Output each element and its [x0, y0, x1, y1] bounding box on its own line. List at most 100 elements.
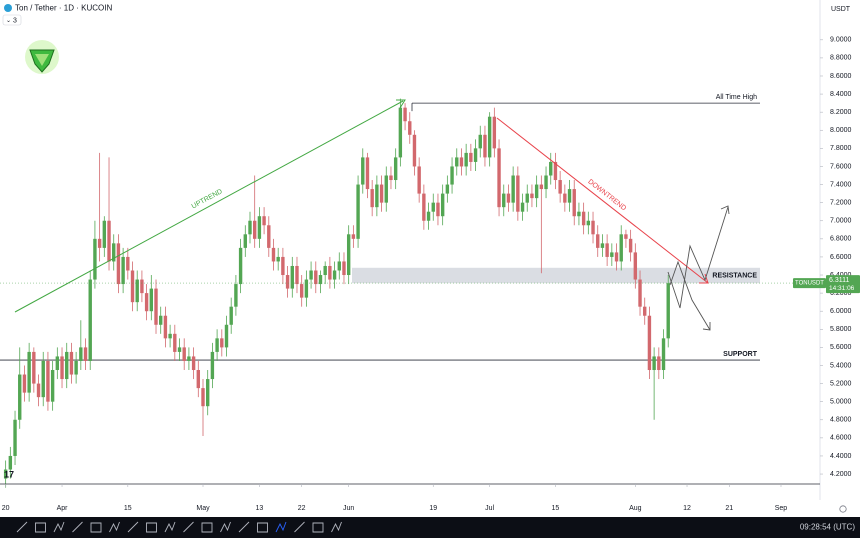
toolbar [0, 517, 860, 538]
y-tick-label: 5.0000 [830, 399, 852, 406]
candle-body [549, 161, 553, 176]
candle-body [553, 161, 558, 181]
candle-body [234, 284, 238, 307]
candle-body [140, 279, 144, 294]
candle-body [384, 175, 388, 203]
candle-body [130, 270, 135, 303]
candle-body [502, 193, 506, 208]
candle-body [41, 360, 45, 398]
candle-body [473, 148, 478, 162]
tool-icon [275, 521, 287, 533]
x-tick-label: 21 [725, 505, 733, 512]
x-tick-label: Jul [485, 505, 494, 512]
tool-icon [312, 522, 324, 533]
y-tick-label: 7.2000 [830, 199, 852, 206]
candle-body [577, 211, 581, 217]
candle-body [135, 279, 139, 303]
y-tick-label: 4.2000 [830, 471, 852, 478]
candle-body [563, 193, 567, 203]
candle-body [628, 238, 633, 253]
candle-body [83, 347, 88, 361]
indicator-toggle[interactable] [2, 14, 22, 26]
candle-body [182, 347, 186, 361]
tool-icon [294, 521, 305, 533]
x-tick-label: Sep [775, 505, 788, 512]
candle-body [558, 180, 562, 194]
candle-body [79, 347, 83, 361]
y-tick-label: 8.4000 [830, 91, 852, 98]
y-tick-label: 8.8000 [830, 55, 852, 62]
candle-body [365, 157, 370, 190]
candle-body [497, 148, 501, 208]
candle-body [520, 202, 525, 212]
candle-body [126, 256, 130, 271]
candle-body [46, 360, 50, 402]
indicator-count: 3 [13, 17, 17, 24]
candle-body [201, 388, 205, 407]
y-tick-label: 8.0000 [830, 127, 852, 134]
uptrend-arrow [396, 99, 406, 109]
candle-body [154, 288, 158, 325]
x-tick-label: 19 [429, 505, 437, 512]
candle-body [643, 306, 647, 316]
candle-body [238, 247, 243, 285]
candle-body [572, 189, 576, 217]
candle-body [55, 356, 60, 371]
candle-body [657, 356, 661, 371]
candle-body [506, 193, 511, 203]
candle-body [596, 234, 600, 248]
candle-body [487, 116, 492, 158]
candle-body [328, 265, 332, 280]
tool-icon [127, 521, 139, 533]
candle-body [445, 184, 450, 194]
candle-body [27, 351, 31, 393]
price-tag-countdown: 14:31:06 [829, 285, 855, 292]
settings-button[interactable] [824, 506, 835, 516]
tool-icon [16, 521, 28, 533]
y-tick-label: 6.6000 [830, 254, 852, 261]
y-tick-label: 4.8000 [830, 417, 852, 424]
candle-body [633, 252, 638, 280]
clock: 09:28:54 (UTC) [800, 523, 855, 532]
candle-body [530, 193, 534, 199]
candle-body [97, 238, 102, 248]
candle-body [309, 270, 313, 280]
candle-body [243, 234, 247, 248]
candle-body [93, 238, 97, 280]
candle-body [337, 261, 341, 271]
price-tag-value: 6.3111 [829, 277, 849, 284]
y-tick-label: 4.6000 [830, 435, 852, 442]
y-tick-label: 9.0000 [830, 37, 852, 44]
x-tick-label: May [196, 505, 210, 512]
candle-body [173, 333, 177, 352]
candle-body [534, 184, 539, 199]
y-tick-label: 6.0000 [830, 308, 852, 315]
candle-body [102, 220, 107, 248]
candle-body [32, 351, 36, 384]
candle-body [544, 175, 548, 190]
candle-body [586, 220, 591, 226]
candle-body [191, 356, 196, 371]
candle-body [375, 184, 379, 208]
projection-path [669, 260, 711, 331]
candle-body [295, 265, 299, 285]
candle-body [492, 116, 497, 149]
candle-body [18, 374, 22, 420]
candle-body [69, 351, 74, 375]
candle-body [144, 293, 149, 312]
candle-body [483, 134, 487, 158]
x-tick-label: 20 [2, 505, 10, 512]
level-label: SUPPORT [723, 351, 758, 358]
candle-body [121, 256, 125, 285]
candle-body [248, 220, 252, 235]
candle-body [210, 351, 215, 380]
candle-body [314, 270, 318, 285]
symbol-title: Ton / Tether · 1D · KUCOIN [15, 4, 112, 13]
candle-body [619, 234, 623, 262]
candle-body [22, 374, 27, 393]
candle-body [206, 379, 210, 407]
candle-body [379, 184, 384, 203]
candle-body [647, 315, 652, 371]
